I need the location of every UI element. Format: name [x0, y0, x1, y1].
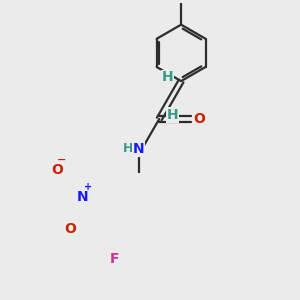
Text: H: H — [167, 108, 179, 122]
Text: H: H — [123, 142, 133, 155]
Text: O: O — [194, 112, 206, 126]
Text: N: N — [77, 190, 88, 204]
Text: F: F — [110, 252, 119, 266]
Text: N: N — [133, 142, 144, 156]
Text: H: H — [162, 70, 173, 84]
Text: +: + — [84, 182, 92, 192]
Text: −: − — [57, 155, 66, 165]
Text: O: O — [51, 164, 63, 177]
Text: O: O — [64, 222, 76, 236]
